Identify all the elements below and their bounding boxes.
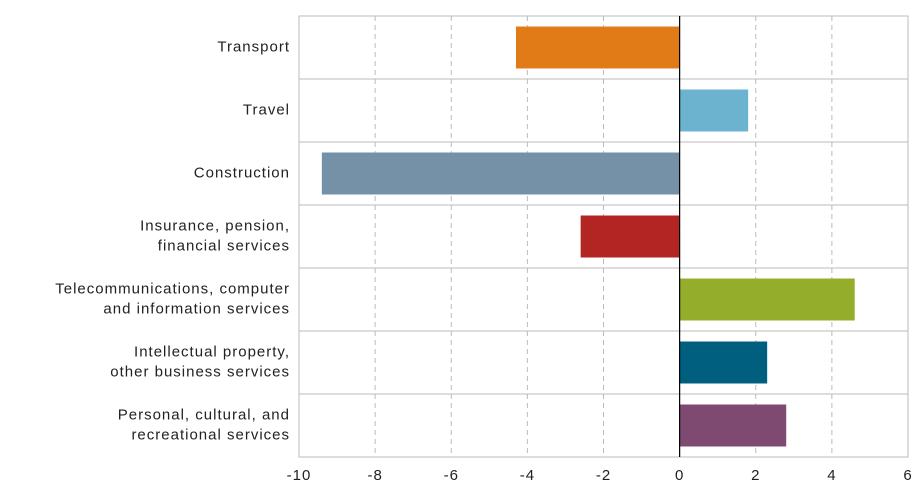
bar xyxy=(321,152,680,195)
x-tick-label: -6 xyxy=(444,467,459,484)
y-tick-label: financial services xyxy=(158,237,290,254)
bar xyxy=(580,215,680,258)
bar xyxy=(679,341,768,384)
x-tick-label: -8 xyxy=(367,467,382,484)
bar xyxy=(515,26,680,69)
bar xyxy=(679,404,787,447)
bar xyxy=(679,89,749,132)
y-tick-label: Transport xyxy=(217,38,290,55)
x-tick-label: 2 xyxy=(751,467,760,484)
x-tick-label: 0 xyxy=(675,467,684,484)
x-tick-label: -2 xyxy=(596,467,611,484)
y-tick-label: and information services xyxy=(103,300,290,317)
x-tick-label: -10 xyxy=(287,467,312,484)
y-tick-label: Telecommunications, computer xyxy=(55,280,290,297)
y-tick-label: recreational services xyxy=(131,426,290,443)
y-tick-label: Construction xyxy=(194,164,290,181)
y-tick-label: Intellectual property, xyxy=(134,343,290,360)
y-tick-label: Travel xyxy=(243,101,290,118)
y-tick-label: Insurance, pension, xyxy=(140,217,290,234)
x-tick-label: 4 xyxy=(827,467,836,484)
bar xyxy=(679,278,855,321)
x-tick-label: -4 xyxy=(520,467,535,484)
x-tick-label: 6 xyxy=(903,467,912,484)
y-tick-label: other business services xyxy=(110,363,290,380)
y-tick-label: Personal, cultural, and xyxy=(118,406,290,423)
